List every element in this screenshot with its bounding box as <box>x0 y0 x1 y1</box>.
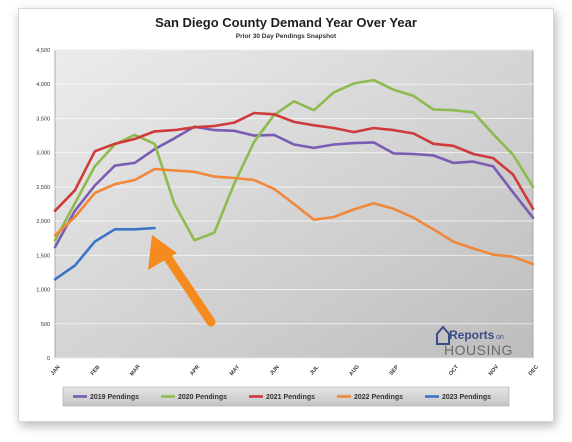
chart-title: San Diego County Demand Year Over Year <box>155 15 417 30</box>
legend: 2019 Pendings 2020 Pendings 2021 Pendings 2… <box>73 394 491 401</box>
legend-label: 2019 Pendings <box>90 394 139 401</box>
x-tick-label: JUN <box>269 364 281 376</box>
x-tick-label: FEB <box>90 364 102 376</box>
grid-lines <box>55 49 533 359</box>
x-tick-label: JUL <box>309 364 321 376</box>
x-tick-label: NOV <box>488 364 500 377</box>
x-tick-label: MAR <box>129 364 142 377</box>
x-tick-label: JAN <box>50 364 62 376</box>
y-tick-label: 500 <box>41 322 50 328</box>
legend-label: 2020 Pendings <box>178 394 227 401</box>
series-line <box>53 78 535 242</box>
legend-box <box>62 386 510 407</box>
chart-subtitle: Prior 30 Day Pendings Snapshot <box>236 33 337 40</box>
y-tick-label: 4,000 <box>36 82 50 88</box>
series-lines <box>53 78 535 281</box>
logo-line1-small: on <box>496 334 504 341</box>
y-tick-label: 4,500 <box>36 48 50 54</box>
logo-house-icon <box>436 325 450 345</box>
x-tick-label: APR <box>189 364 201 377</box>
arrow-shaft <box>163 253 216 327</box>
arrow-annotation <box>148 235 216 327</box>
series-line <box>53 125 535 249</box>
series-line <box>53 167 535 266</box>
x-tick-label: MAY <box>229 364 241 377</box>
reports-on-housing-logo: Reports on HOUSING <box>436 325 513 358</box>
series-line <box>53 226 156 281</box>
legend-label: 2023 Pendings <box>442 394 491 401</box>
y-tick-label: 2,000 <box>36 219 50 225</box>
series-line <box>53 111 535 213</box>
x-axis: JAN FEB MAR APR MAY JUN JUL AUG SEP OCT NOV DEC <box>50 364 540 378</box>
x-tick-label: SEP <box>389 364 401 377</box>
y-tick-label: 1,000 <box>36 288 50 294</box>
legend-label: 2021 Pendings <box>266 394 315 401</box>
y-axis: 0 500 1,000 1,500 2,000 2,500 3,000 3,500 4,000 4… <box>36 48 50 362</box>
logo-line2: HOUSING <box>444 342 513 358</box>
x-tick-label: DEC <box>528 364 540 377</box>
arrow-head <box>148 235 177 270</box>
y-tick-label: 3,000 <box>36 151 50 157</box>
y-tick-label: 0 <box>47 356 50 362</box>
y-tick-label: 1,500 <box>36 253 50 259</box>
x-tick-label: OCT <box>448 364 460 377</box>
x-tick-label: AUG <box>348 364 360 377</box>
logo-line1: Reports <box>449 328 495 342</box>
y-tick-label: 2,500 <box>36 185 50 191</box>
y-tick-label: 3,500 <box>36 116 50 122</box>
legend-label: 2022 Pendings <box>354 394 403 401</box>
